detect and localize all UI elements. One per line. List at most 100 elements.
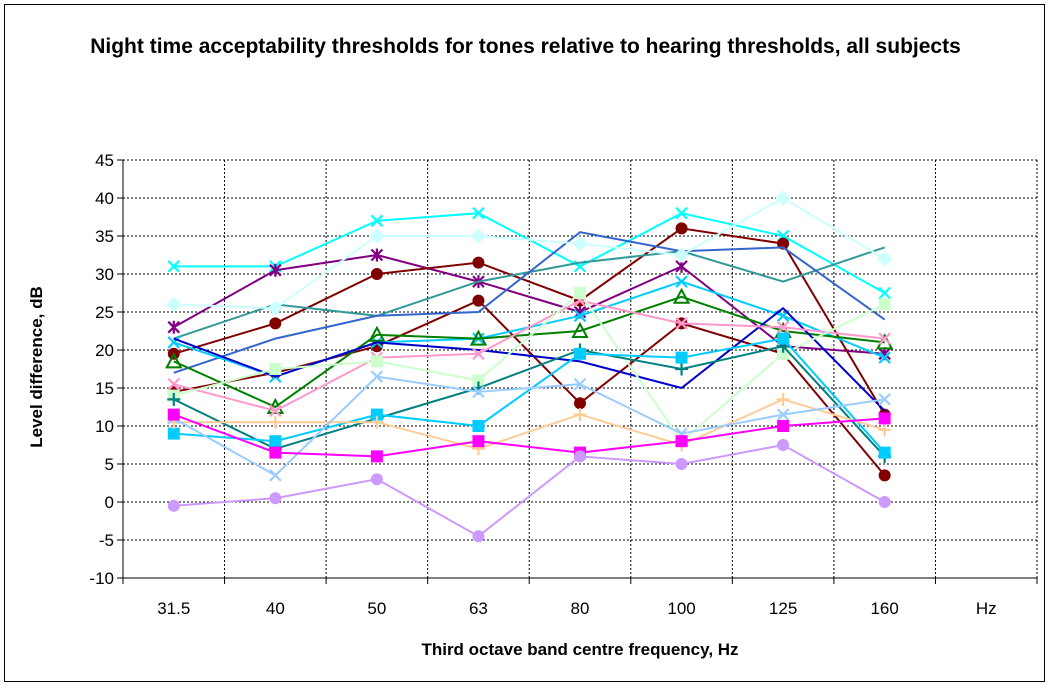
plus-marker xyxy=(776,392,790,406)
x-tick-label: 31.5 xyxy=(157,599,190,618)
x-marker xyxy=(573,309,587,323)
diamond-marker xyxy=(572,235,588,252)
circle-marker xyxy=(472,530,485,543)
y-tick-label: 30 xyxy=(95,265,114,284)
square-marker xyxy=(167,408,180,421)
square-marker xyxy=(269,446,282,459)
star-marker xyxy=(370,248,384,262)
x-tick-label: Hz xyxy=(976,599,997,618)
x-tick-label: 160 xyxy=(870,599,898,618)
circle-marker xyxy=(878,496,891,508)
star-marker xyxy=(167,320,181,334)
diamond-marker xyxy=(876,251,893,267)
axes xyxy=(117,159,1038,584)
plus-marker xyxy=(573,408,587,422)
x-marker xyxy=(167,377,181,391)
y-tick-label: -10 xyxy=(89,569,114,588)
series-line xyxy=(173,196,886,310)
y-tick-label: 25 xyxy=(95,303,114,322)
series-line xyxy=(173,227,886,416)
circle-marker xyxy=(472,256,485,269)
x-marker xyxy=(675,317,688,330)
series-6 xyxy=(173,231,886,374)
series-line xyxy=(173,253,885,355)
diamond-marker xyxy=(470,228,487,244)
grid xyxy=(122,159,1038,579)
x-marker xyxy=(370,214,384,228)
triangle-marker xyxy=(571,321,589,338)
star-marker xyxy=(269,263,282,277)
y-tick-label: 15 xyxy=(95,379,114,398)
square-marker xyxy=(878,446,891,459)
series-line xyxy=(173,337,886,454)
plus-marker xyxy=(167,392,181,406)
y-tick-label: 10 xyxy=(95,417,114,436)
x-tick-label: 100 xyxy=(667,599,695,618)
x-marker xyxy=(472,347,485,361)
x-marker xyxy=(878,351,891,364)
x-tick-label: 50 xyxy=(367,599,386,618)
circle-marker xyxy=(370,473,383,486)
x-marker xyxy=(776,320,790,334)
series-line xyxy=(173,299,885,412)
y-tick-label: 0 xyxy=(105,493,114,512)
circle-marker xyxy=(574,397,586,410)
series-7 xyxy=(166,190,893,316)
tick-labels: -10 -5 0 5 10 15 20 25 30 35 40 45 31.5 40 50 63 80 100 12… xyxy=(89,151,996,618)
square-marker xyxy=(370,355,383,368)
chart-title: Night time acceptability thresholds for … xyxy=(90,35,961,58)
square-marker xyxy=(472,435,485,448)
series-18 xyxy=(167,439,891,543)
square-marker xyxy=(370,450,383,463)
x-marker xyxy=(878,286,891,300)
x-marker xyxy=(776,408,790,421)
y-tick-label: 45 xyxy=(95,151,114,170)
diamond-marker xyxy=(267,300,284,316)
y-tick-label: 40 xyxy=(95,189,114,208)
diamond-marker xyxy=(673,247,690,263)
square-marker xyxy=(675,435,688,448)
circle-marker xyxy=(878,469,891,482)
circle-marker xyxy=(269,492,282,505)
x-tick-label: 40 xyxy=(266,599,285,618)
x-marker xyxy=(370,370,384,383)
x-tick-label: 80 xyxy=(571,599,590,618)
circle-marker xyxy=(777,237,790,250)
series-line xyxy=(173,306,886,412)
triangle-marker xyxy=(368,325,386,342)
series-line xyxy=(173,398,885,450)
series-line xyxy=(173,443,886,538)
plus-marker xyxy=(268,415,282,429)
series-line xyxy=(173,295,885,409)
series-line xyxy=(173,231,886,374)
y-tick-label: 5 xyxy=(105,455,114,474)
square-marker xyxy=(269,435,282,448)
y-axis-title: Level difference, dB xyxy=(27,286,46,448)
triangle-marker xyxy=(672,287,691,304)
square-marker xyxy=(878,412,891,425)
circle-marker xyxy=(574,450,586,463)
circle-marker xyxy=(370,268,383,280)
x-marker xyxy=(878,332,891,345)
plus-marker xyxy=(675,362,689,376)
x-tick-label: 63 xyxy=(469,599,488,618)
square-marker xyxy=(777,332,790,345)
x-marker xyxy=(269,404,282,418)
x-marker xyxy=(269,469,282,482)
circle-marker xyxy=(167,499,180,512)
square-marker xyxy=(269,363,282,375)
series-line xyxy=(173,291,886,443)
series-line xyxy=(173,375,885,477)
diamond-marker xyxy=(775,190,791,206)
x-marker xyxy=(472,206,485,220)
plus-marker xyxy=(878,423,892,437)
series-layer xyxy=(165,190,894,543)
y-tick-label: 20 xyxy=(95,341,114,360)
plus-marker xyxy=(370,415,384,429)
square-marker xyxy=(878,298,891,311)
y-tick-label: 35 xyxy=(95,227,114,246)
x-marker xyxy=(573,377,587,391)
diamond-marker xyxy=(369,228,385,244)
series-2 xyxy=(167,248,891,361)
